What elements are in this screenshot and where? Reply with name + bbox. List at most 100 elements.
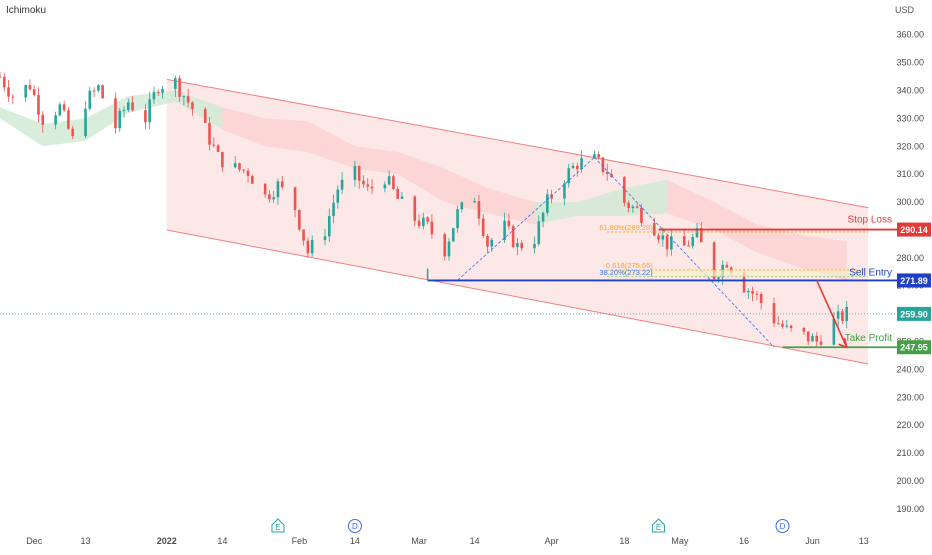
candle-body [357,165,361,181]
dividend-badge [347,519,362,533]
candle-body [182,96,186,98]
channel-lower-line [166,229,869,365]
dividend-badge [775,519,790,533]
ichimoku-cloud-segment [577,188,625,217]
dividend-letter: D [352,522,358,531]
candle-body [751,290,754,294]
y-tick-label: 230.00 [896,392,924,402]
fib-swing-line-down [594,157,775,348]
candle-body [97,85,100,91]
candle-body [811,335,814,342]
ichimoku-cloud-segment [265,118,308,152]
candle-body [250,175,254,184]
ichimoku-cloud-segment [222,107,266,147]
y-tick-label: 330.00 [896,113,924,123]
dividend-marker[interactable]: D [347,519,362,533]
candle-body [691,237,695,247]
x-tick-label: 14 [470,536,480,546]
candle-body [601,157,605,172]
candle-body [37,95,40,115]
candle-body [186,96,190,103]
candle-body [353,165,357,180]
candle-body [635,206,639,208]
candle-body [597,154,600,158]
candle-body [712,242,716,279]
candle-body [246,170,250,176]
candle-body [533,244,536,249]
candle-body [323,236,327,240]
y-tick-label: 300.00 [896,197,924,207]
candle-body [280,181,284,188]
y-tick-label: 220.00 [896,420,924,430]
y-tick-label: 240.00 [896,364,924,374]
candle-body [67,110,70,129]
candle-body [695,228,699,238]
candle-body [62,104,66,111]
ichimoku-cloud-segment [128,90,176,113]
x-tick-label: 14 [350,536,360,546]
candle-body [541,212,545,222]
earnings-marker[interactable]: E [652,518,666,533]
candle-body [845,306,848,321]
y-tick-label: 280.00 [896,253,924,263]
candle-body [481,218,485,236]
candle-body [32,89,36,96]
candle-body [490,239,494,247]
dividend-marker[interactable]: D [775,519,790,533]
candle-body [212,144,216,146]
candle-body [537,221,541,245]
candle-body [11,96,15,98]
candle-body [661,235,665,240]
candle-body [593,154,596,159]
candle-body [451,228,455,242]
candle-body [781,323,784,327]
candle-body [310,239,314,254]
ichimoku-cloud-segment [354,146,398,175]
candle-body [520,242,523,249]
y-tick-label: 340.00 [896,86,924,96]
x-tick-label: 13 [81,536,91,546]
candle-body [126,102,130,111]
x-tick-label: 16 [739,536,749,546]
ichimoku-cloud-segment [803,235,847,281]
candle-body [546,194,549,213]
price-tag-take-profit-bg [897,340,931,355]
ichimoku-cloud-segment [0,107,43,147]
indicator-name[interactable]: Ichimoku [6,5,47,16]
candle-body [516,242,519,248]
candle-body [131,102,134,111]
y-tick-label: 320.00 [896,141,924,151]
candle-body [327,216,331,237]
candle-body [815,335,819,342]
candle-body [623,177,626,203]
y-tick-label: 210.00 [896,448,924,458]
candle-body [486,235,489,247]
candle-body [430,221,434,235]
forecast-arrow-head [838,338,848,349]
forecast-arrow-line [816,280,848,348]
candle-body [785,325,789,327]
candle-body [699,228,703,243]
candle-body [776,323,780,325]
candle-body [670,236,673,250]
candle-body [54,115,57,125]
ichimoku-cloud-segment [624,179,668,217]
candle-body [174,78,177,90]
candle-body [400,196,404,199]
candle-body [276,181,280,198]
earnings-marker[interactable]: E [271,518,285,533]
candle-body [263,183,267,195]
candle-body [191,102,194,110]
x-tick-label: Dec [26,536,43,546]
candle-body [41,114,45,125]
candle-body [383,184,387,189]
currency-label: USD [894,5,914,15]
candle-body [567,168,571,184]
candle-body [759,294,763,304]
candle-body [148,99,151,123]
fib-label: 38.20%(273.22) [599,268,653,277]
candle-body [610,173,613,178]
candle-body [422,217,425,227]
